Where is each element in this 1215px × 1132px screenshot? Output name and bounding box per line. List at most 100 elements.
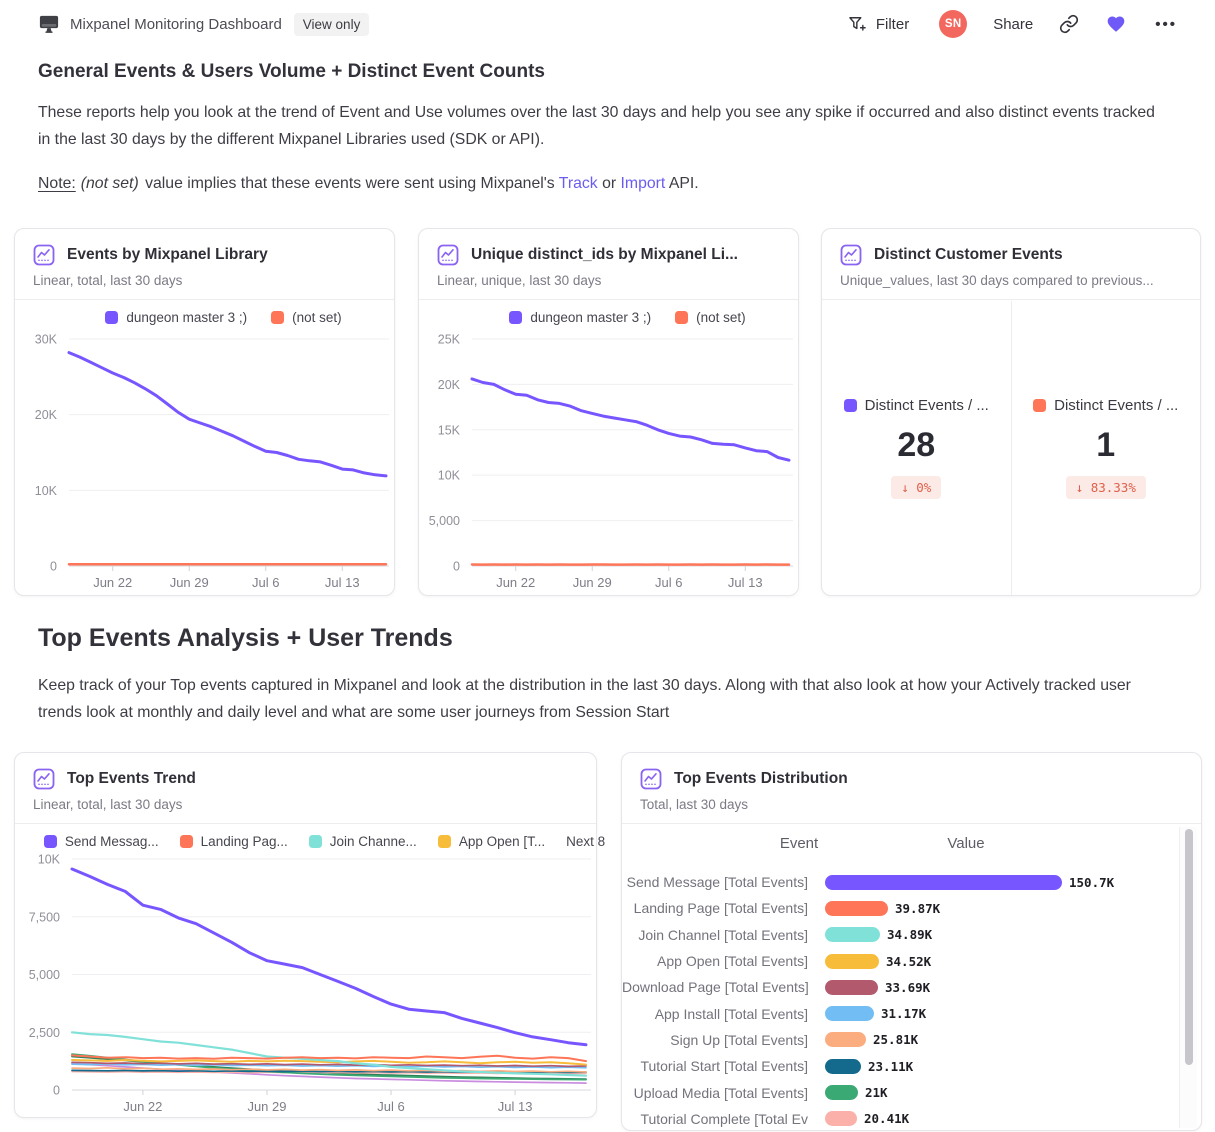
legend-item[interactable]: Join Channe...	[308, 834, 417, 849]
section-heading-general-events: General Events & Users Volume + Distinct…	[38, 61, 545, 82]
value-bar	[825, 1058, 861, 1074]
card-subtitle: Unique_values, last 30 days compared to …	[840, 273, 1154, 288]
line-chart-icon	[840, 244, 862, 266]
legend-swatch	[437, 835, 451, 848]
dashboard-icon	[38, 14, 60, 34]
value-label: 21K	[865, 1085, 888, 1101]
svg-text:5,000: 5,000	[29, 968, 60, 982]
column-header-value: Value	[947, 835, 985, 852]
copy-link-icon[interactable]	[1059, 14, 1079, 34]
value-bar	[825, 953, 879, 969]
table-row[interactable]: Join Channel [Total Events] 34.89K	[622, 922, 1175, 948]
svg-text:Jun 22: Jun 22	[496, 575, 535, 590]
value-bar	[825, 1032, 866, 1048]
event-label: Download Page [Total Events]	[622, 979, 808, 996]
legend-item[interactable]: Next 8	[566, 834, 605, 849]
legend-item[interactable]: dungeon master 3 ;)	[105, 310, 247, 325]
legend-item[interactable]: App Open [T...	[437, 834, 545, 849]
legend-label: (not set)	[292, 310, 342, 325]
legend-swatch	[179, 835, 193, 848]
table-row[interactable]: Tutorial Start [Total Events] 23.11K	[622, 1053, 1175, 1079]
section-heading-top-events: Top Events Analysis + User Trends	[38, 624, 453, 652]
table-row[interactable]: Sign Up [Total Events] 25.81K	[622, 1027, 1175, 1053]
page-title: Mixpanel Monitoring Dashboard	[70, 15, 282, 33]
more-menu-button[interactable]: •••	[1155, 15, 1177, 33]
chart-legend: dungeon master 3 ;) (not set)	[61, 310, 386, 325]
legend-swatch	[105, 311, 119, 324]
card-title[interactable]: Unique distinct_ids by Mixpanel Li...	[471, 246, 738, 263]
table-row[interactable]: App Open [Total Events] 34.52K	[622, 948, 1175, 974]
table-row[interactable]: Tutorial Complete [Total Ev 20.41K	[622, 1106, 1175, 1130]
value-bar	[825, 874, 1062, 890]
card-subtitle: Linear, unique, last 30 days	[437, 273, 602, 288]
line-chart-icon	[33, 768, 55, 790]
column-header-event: Event	[779, 835, 819, 852]
value-label: 150.7K	[1069, 874, 1115, 890]
card-title[interactable]: Top Events Distribution	[674, 770, 848, 787]
table-row[interactable]: Landing Page [Total Events] 39.87K	[622, 895, 1175, 921]
chart-legend: dungeon master 3 ;) (not set)	[465, 310, 790, 325]
card-top-events-trend: Top Events Trend Linear, total, last 30 …	[14, 752, 605, 1118]
table-row[interactable]: Send Message [Total Events] 150.7K	[622, 869, 1175, 895]
card-title[interactable]: Top Events Trend	[67, 770, 196, 787]
event-label: Upload Media [Total Events]	[633, 1084, 808, 1101]
view-only-badge: View only	[293, 12, 370, 36]
metric-swatch	[1033, 399, 1047, 412]
value-bar	[825, 979, 878, 995]
scrollbar-track[interactable]	[1179, 827, 1197, 1128]
legend-item[interactable]: Landing Pag...	[179, 834, 288, 849]
card-distinct-customer-events: Distinct Customer Events Unique_values, …	[821, 228, 1201, 596]
card-subtitle: Linear, total, last 30 days	[33, 797, 183, 812]
legend-label: Next 8	[566, 834, 606, 849]
table-row[interactable]: App Install [Total Events] 31.17K	[622, 1000, 1175, 1026]
svg-text:Jul 6: Jul 6	[377, 1099, 404, 1114]
svg-text:20K: 20K	[438, 378, 461, 392]
svg-text:Jun 22: Jun 22	[93, 575, 132, 590]
legend-item[interactable]: dungeon master 3 ;)	[509, 310, 651, 325]
filter-icon	[847, 14, 867, 34]
card-title[interactable]: Events by Mixpanel Library	[67, 246, 268, 263]
table-row[interactable]: Download Page [Total Events] 33.69K	[622, 974, 1175, 1000]
value-label: 25.81K	[873, 1032, 919, 1048]
svg-text:5,000: 5,000	[429, 514, 460, 528]
metric-value: 1	[1096, 426, 1116, 464]
svg-text:10K: 10K	[38, 853, 61, 867]
legend-label: dungeon master 3 ;)	[126, 310, 248, 325]
event-label: App Install [Total Events]	[654, 1005, 808, 1022]
legend-swatch	[308, 835, 322, 848]
card-title[interactable]: Distinct Customer Events	[874, 246, 1063, 263]
svg-text:Jun 29: Jun 29	[247, 1099, 286, 1114]
value-label: 33.69K	[885, 979, 931, 995]
metric-change-badge: ↓ 83.33%	[1065, 476, 1146, 499]
card-events-by-library: Events by Mixpanel Library Linear, total…	[14, 228, 395, 596]
event-label: Tutorial Complete [Total Ev	[640, 1110, 808, 1127]
value-label: 34.52K	[886, 953, 932, 969]
line-chart-icon	[640, 768, 662, 790]
legend-item[interactable]: (not set)	[675, 310, 746, 325]
svg-text:0: 0	[53, 1084, 60, 1098]
filter-label: Filter	[875, 15, 910, 33]
scrollbar-thumb[interactable]	[1185, 829, 1193, 1065]
favorite-heart-icon[interactable]	[1105, 14, 1127, 34]
legend-item[interactable]: Send Messag...	[43, 834, 159, 849]
metric-distinct-events-1: Distinct Events / ... 28 ↓ 0%	[822, 301, 1012, 595]
legend-item[interactable]: (not set)	[271, 310, 342, 325]
value-bar	[825, 1006, 874, 1022]
table-row[interactable]: Upload Media [Total Events] 21K	[622, 1079, 1175, 1105]
event-label: Tutorial Start [Total Events]	[640, 1058, 808, 1075]
metric-value: 28	[897, 426, 936, 464]
svg-text:Jul 6: Jul 6	[655, 575, 682, 590]
value-label: 39.87K	[895, 900, 941, 916]
avatar[interactable]: SN	[939, 10, 968, 38]
legend-swatch	[509, 311, 523, 324]
share-button[interactable]: Share	[993, 15, 1034, 33]
svg-text:0: 0	[50, 560, 57, 574]
filter-button[interactable]: Filter	[847, 14, 909, 34]
track-link[interactable]: Track	[558, 175, 598, 192]
import-link[interactable]: Import	[620, 175, 666, 192]
event-label: Sign Up [Total Events]	[670, 1031, 808, 1048]
legend-swatch	[675, 311, 689, 324]
line-chart-icon	[33, 244, 55, 266]
section-description: Keep track of your Top events captured i…	[38, 677, 1131, 721]
value-bar	[825, 1111, 857, 1127]
